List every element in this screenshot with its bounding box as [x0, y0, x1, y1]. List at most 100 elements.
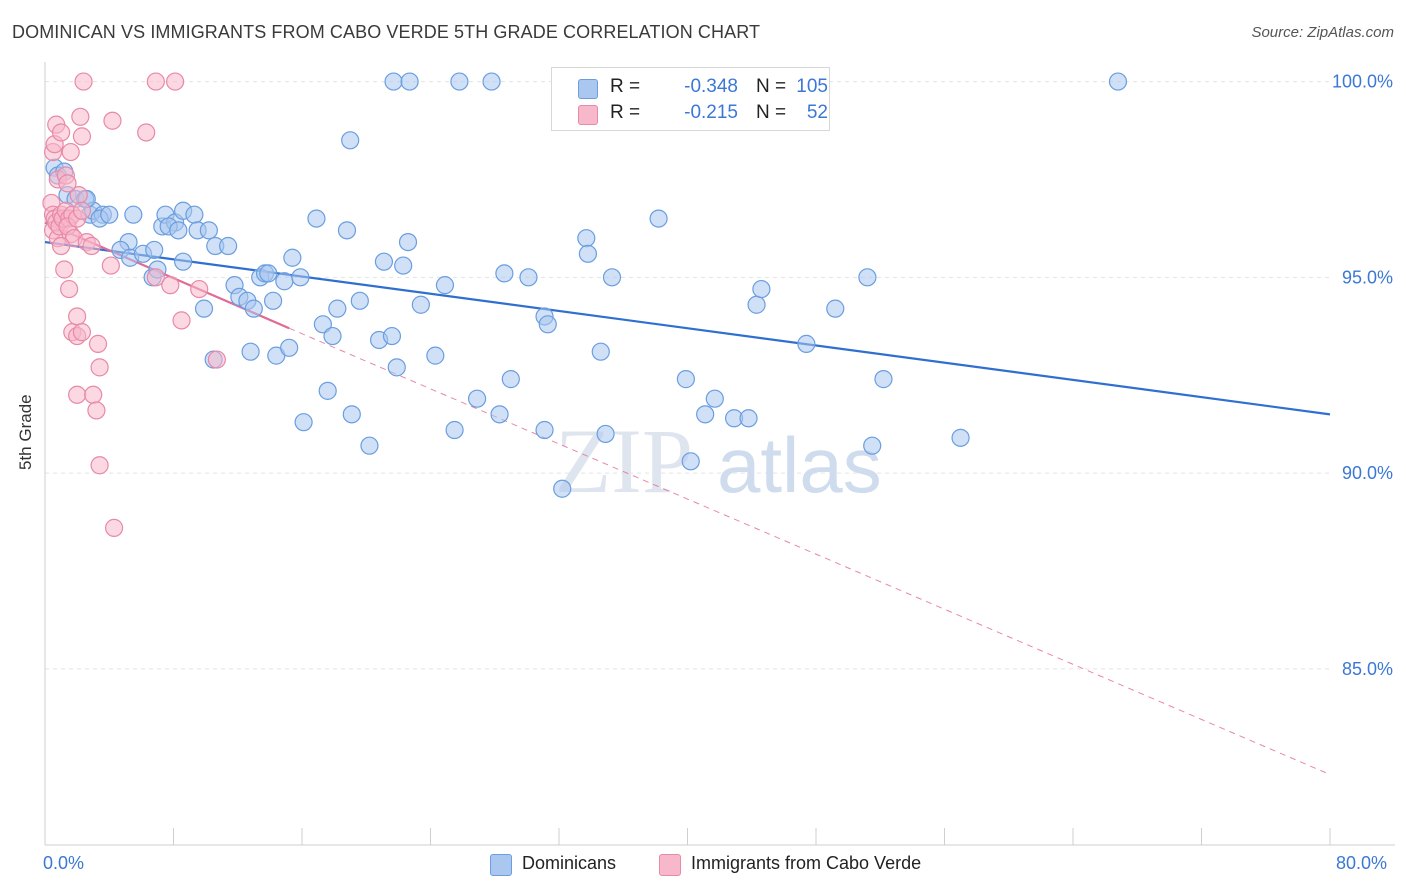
dominican-point	[445, 420, 464, 440]
legend-r-value: -0.348	[684, 76, 738, 97]
cabo-verde-point	[90, 456, 109, 475]
legend-n-value: 52	[806, 102, 828, 123]
cabo-verde-point	[190, 279, 209, 299]
dominican-point	[467, 389, 487, 408]
cabo-verde-point	[71, 107, 90, 126]
y-axis-title: 5th Grade	[16, 394, 35, 470]
dominican-point	[553, 479, 572, 498]
dominican-point	[578, 244, 598, 263]
dominican-point	[280, 338, 299, 357]
dominican-point	[337, 221, 357, 240]
y-tick-label: 95.0%	[1342, 267, 1393, 287]
cabo-verde-point	[161, 276, 180, 295]
cabo-verde-point	[72, 201, 92, 220]
cabo-verde-point	[55, 260, 74, 279]
dominican-point	[596, 424, 615, 444]
bottom-legend-swatch-pink	[659, 854, 681, 876]
dominican-point	[1108, 72, 1128, 91]
cabo-verde-point	[90, 358, 109, 377]
cabo-verde-point	[51, 123, 71, 142]
dominican-point	[797, 334, 816, 353]
cabo-verde-point	[88, 334, 108, 353]
dominican-point	[591, 342, 610, 361]
cabo-verde-point	[101, 256, 120, 275]
dominican-point	[382, 326, 402, 346]
dominican-point	[360, 436, 379, 455]
cabo-verde-point	[74, 72, 93, 91]
cabo-verde-point	[137, 123, 156, 142]
dominican-point	[199, 221, 218, 240]
dominican-point	[291, 268, 310, 287]
dominican-point	[283, 248, 302, 267]
dominican-point	[577, 229, 596, 248]
dominican-point	[400, 72, 419, 91]
dominican-point	[318, 381, 337, 400]
dominican-point	[450, 72, 469, 91]
data-points	[42, 72, 1128, 537]
dominican-point	[411, 295, 430, 314]
cabo-verde-point	[82, 236, 101, 256]
bottom-legend-swatch-blue	[490, 854, 512, 876]
dominican-point	[307, 209, 326, 228]
dominican-point	[384, 72, 403, 91]
dominican-point	[323, 326, 342, 346]
cabo-verde-point	[72, 127, 92, 146]
dominican-point	[342, 405, 361, 424]
legend-swatch-blue	[578, 79, 598, 99]
dominican-point	[951, 428, 970, 447]
source-credit: Source: ZipAtlas.com	[1251, 24, 1394, 41]
legend-swatch-pink	[578, 105, 598, 125]
dominican-point	[490, 405, 509, 424]
dominican-point	[681, 452, 700, 471]
cabo-verde-point	[103, 111, 122, 130]
dominican-point	[747, 295, 766, 314]
cabo-verde-point	[166, 72, 185, 91]
dominican-point	[263, 291, 283, 310]
dominican-point	[244, 299, 263, 318]
cabo-verde-point	[72, 323, 92, 342]
x-tick-label-max: 80.0%	[1336, 853, 1388, 873]
y-tick-label: 100.0%	[1332, 72, 1393, 92]
trend-line	[44, 240, 1331, 416]
legend-r-value: -0.215	[684, 102, 738, 123]
cabo-verde-point	[58, 174, 77, 193]
cabo-verde-point	[61, 142, 80, 162]
bottom-legend-label: Dominicans	[522, 853, 617, 873]
watermark-atlas: atlas	[717, 421, 882, 509]
x-tick-label-min: 0.0%	[43, 853, 85, 873]
dominican-point	[124, 205, 143, 224]
watermark-zip: ZIP	[555, 410, 693, 512]
dominican-point	[696, 405, 715, 424]
dominican-point	[535, 420, 554, 440]
cabo-verde-point	[172, 311, 191, 330]
dominican-point	[426, 346, 445, 365]
dominican-point	[538, 315, 557, 334]
legend-n-value: 105	[796, 76, 828, 97]
dominican-point	[387, 358, 406, 377]
dominican-point	[341, 131, 360, 150]
dominican-point	[676, 370, 695, 389]
dominican-point	[602, 268, 622, 287]
dominican-point	[185, 205, 204, 224]
chart-title: DOMINICAN VS IMMIGRANTS FROM CABO VERDE …	[12, 22, 761, 42]
dominican-point	[739, 409, 758, 428]
dominican-point	[328, 299, 347, 318]
dominican-point	[519, 268, 538, 287]
trend-line-extension	[288, 327, 1331, 775]
cabo-verde-point	[59, 279, 79, 299]
cabo-verde-point	[87, 401, 106, 420]
legend-n-label: N =	[756, 102, 787, 123]
legend-n-label: N =	[756, 76, 787, 97]
dominican-point	[495, 264, 514, 283]
dominican-point	[174, 252, 193, 271]
cabo-verde-point	[146, 72, 165, 91]
dominican-point	[394, 256, 413, 275]
dominican-point	[219, 236, 238, 256]
cabo-verde-point	[104, 518, 124, 537]
axes	[44, 62, 1395, 846]
y-tick-labels: 100.0% 95.0% 90.0% 85.0%	[1332, 72, 1393, 679]
legend-r-label: R =	[610, 102, 641, 123]
correlation-legend: R = -0.348 N = 105 R = -0.215 N = 52	[551, 67, 830, 131]
cabo-verde-point	[84, 385, 103, 404]
